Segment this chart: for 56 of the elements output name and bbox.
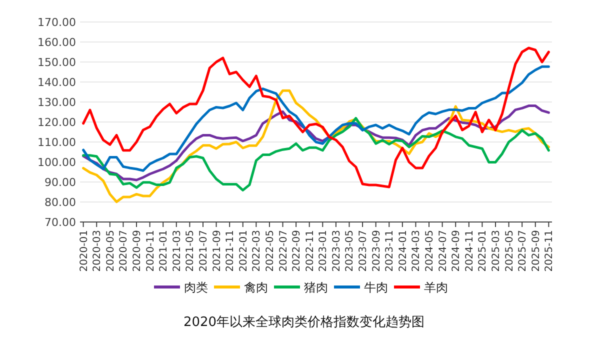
x-tick-label: 2022-03 — [252, 230, 263, 272]
x-tick-label: 2021-09 — [212, 230, 223, 272]
x-tick-label: 2021-07 — [198, 230, 210, 272]
x-tick-label: 2025-11 — [544, 230, 556, 272]
x-tick-label: 2025-09 — [530, 230, 542, 272]
legend-label: 羊肉 — [424, 280, 448, 294]
x-tick-label: 2024-07 — [438, 230, 449, 272]
y-tick-label: 130.00 — [38, 96, 76, 109]
y-tick-label: 80.00 — [44, 196, 76, 209]
x-tick-label: 2020-11 — [145, 230, 156, 272]
legend-label: 禽肉 — [244, 280, 268, 294]
x-tick-label: 2024-11 — [464, 230, 476, 272]
y-tick-label: 70.00 — [44, 216, 76, 229]
x-tick-label: 2024-01 — [398, 230, 409, 272]
x-tick-label: 2023-07 — [358, 230, 370, 272]
x-tick-label: 2025-07 — [518, 230, 529, 272]
x-tick-label: 2022-09 — [292, 230, 303, 272]
x-tick-label: 2021-03 — [172, 230, 183, 272]
x-tick-label: 2022-01 — [238, 230, 250, 272]
x-tick-label: 2023-03 — [331, 230, 342, 272]
legend-label: 牛肉 — [364, 280, 388, 294]
x-tick-label: 2020-03 — [92, 230, 104, 272]
y-tick-label: 160.00 — [38, 36, 76, 49]
y-tick-label: 90.00 — [44, 176, 76, 189]
x-tick-label: 2025-05 — [504, 230, 516, 272]
y-tick-label: 150.00 — [38, 56, 76, 69]
legend-label: 肉类 — [184, 280, 208, 294]
line-series — [82, 46, 550, 188]
x-tick-label: 2022-05 — [264, 230, 276, 272]
y-tick-label: 100.00 — [38, 156, 76, 169]
x-tick-label: 2021-05 — [185, 230, 196, 272]
x-tick-label: 2025-03 — [490, 230, 502, 272]
x-tick-label: 2023-01 — [318, 230, 330, 272]
x-tick-label: 2020-05 — [105, 230, 116, 272]
legend-label: 猪肉 — [304, 280, 328, 294]
line-series — [82, 116, 550, 192]
x-tick-label: 2024-05 — [424, 230, 436, 272]
y-tick-label: 110.00 — [38, 136, 76, 149]
x-tick-label: 2025-01 — [478, 230, 489, 272]
x-tick-label: 2020-07 — [118, 230, 130, 272]
x-tick-label: 2020-09 — [132, 230, 144, 272]
y-tick-label: 140.00 — [38, 76, 76, 89]
x-tick-label: 2023-11 — [384, 230, 396, 272]
x-tick-label: 2024-03 — [411, 230, 422, 272]
x-tick-label: 2020-01 — [78, 230, 90, 272]
x-tick-label: 2022-11 — [304, 230, 316, 272]
y-tick-label: 120.00 — [38, 116, 76, 129]
line-series — [82, 65, 550, 172]
x-tick-label: 2023-09 — [371, 230, 382, 272]
x-tick-label: 2023-05 — [344, 230, 356, 272]
text: 2020年以来全球肉类价格指数变化趋势图 — [183, 315, 425, 330]
x-tick-label: 2021-11 — [225, 230, 236, 272]
x-tick-label: 2022-07 — [278, 230, 290, 272]
x-tick-label: 2021-01 — [158, 230, 170, 272]
y-tick-label: 170.00 — [38, 16, 76, 29]
x-tick-label: 2024-09 — [451, 230, 462, 272]
